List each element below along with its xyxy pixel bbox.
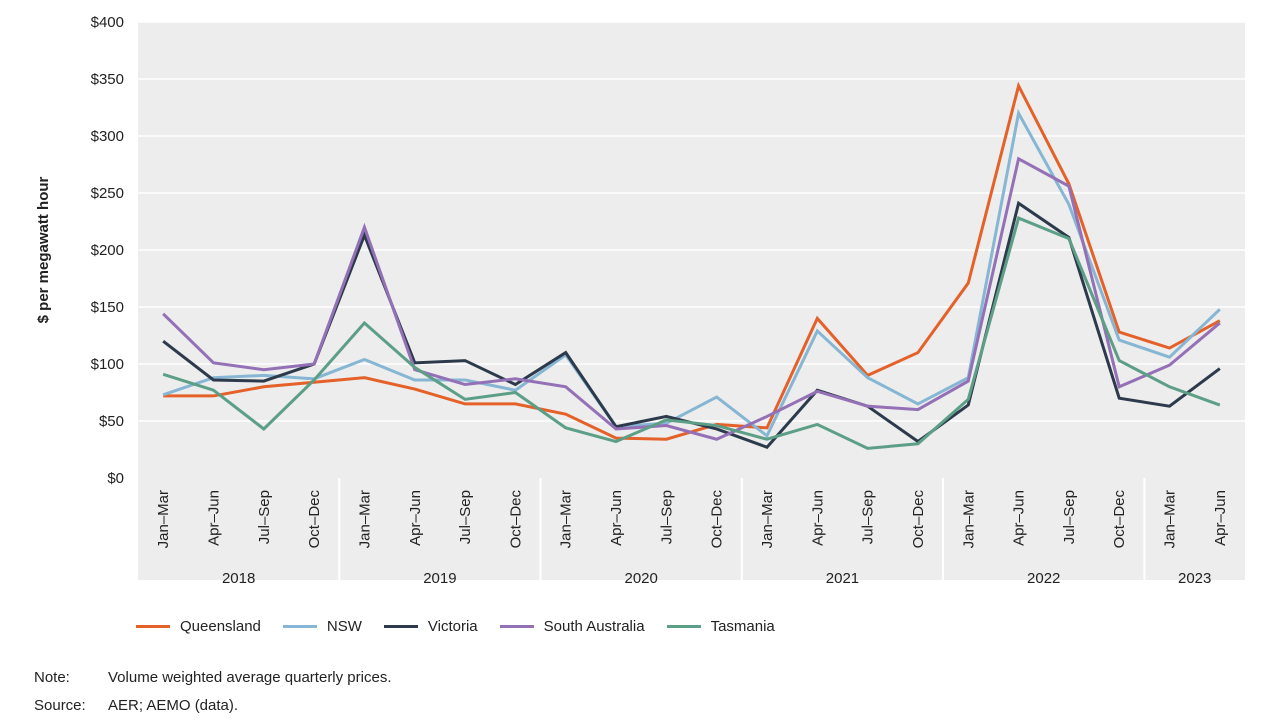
source-text: AER; AEMO (data). bbox=[108, 697, 239, 714]
category-axis-band bbox=[138, 478, 1245, 580]
x-tick-label: Apr–Jun bbox=[205, 490, 222, 546]
year-label: 2019 bbox=[423, 570, 456, 587]
x-tick-label: Jul–Sep bbox=[658, 490, 675, 544]
year-label: 2022 bbox=[1027, 570, 1060, 587]
year-label: 2021 bbox=[826, 570, 859, 587]
series-line-tasmania bbox=[162, 216, 1221, 450]
source-label: Source: bbox=[34, 697, 86, 714]
x-tick-label: Oct–Dec bbox=[1111, 490, 1128, 549]
legend-swatch bbox=[383, 625, 418, 628]
x-tick-label: Jul–Sep bbox=[256, 490, 273, 544]
x-tick-label: Apr–Jun bbox=[1212, 490, 1229, 546]
x-tick-label: Oct–Dec bbox=[306, 490, 323, 549]
legend-item: Tasmania bbox=[666, 618, 775, 635]
x-tick-label: Apr–Jun bbox=[407, 490, 424, 546]
x-tick-label: Jan–Mar bbox=[558, 490, 575, 548]
x-tick-label: Apr–Jun bbox=[809, 490, 826, 546]
x-tick-label: Oct–Dec bbox=[910, 490, 927, 549]
legend-label: Tasmania bbox=[710, 618, 775, 635]
x-tick-label: Jul–Sep bbox=[1061, 490, 1078, 544]
legend-swatch bbox=[666, 625, 701, 628]
year-label: 2018 bbox=[222, 570, 255, 587]
legend-item: NSW bbox=[282, 618, 362, 635]
y-axis-label: $ per megawatt hour bbox=[35, 176, 52, 323]
y-tick-label: $50 bbox=[99, 413, 124, 430]
y-tick-label: $300 bbox=[91, 128, 124, 145]
y-tick-label: $400 bbox=[91, 14, 124, 31]
source: Source: AER; AEMO (data). bbox=[34, 697, 238, 714]
x-tick-label: Jul–Sep bbox=[457, 490, 474, 544]
series-line-south-australia bbox=[162, 156, 1221, 441]
x-tick-label: Oct–Dec bbox=[507, 490, 524, 549]
y-tick-label: $250 bbox=[91, 185, 124, 202]
x-tick-label: Apr–Jun bbox=[1011, 490, 1028, 546]
series-line-nsw bbox=[162, 108, 1221, 439]
x-tick-label: Jan–Mar bbox=[155, 490, 172, 548]
legend-swatch bbox=[136, 625, 170, 628]
legend-swatch bbox=[282, 625, 317, 628]
legend-item: South Australia bbox=[499, 618, 645, 635]
y-tick-label: $200 bbox=[91, 242, 124, 259]
y-tick-label: $350 bbox=[91, 71, 124, 88]
legend-label: NSW bbox=[326, 618, 362, 635]
x-tick-label: Jan–Mar bbox=[1162, 490, 1179, 548]
x-tick-label: Jan–Mar bbox=[759, 490, 776, 548]
note-text: Volume weighted average quarterly prices… bbox=[108, 669, 392, 686]
legend-swatch bbox=[499, 625, 534, 628]
x-tick-label: Oct–Dec bbox=[709, 490, 726, 549]
y-tick-label: $150 bbox=[91, 299, 124, 316]
x-tick-label: Jul–Sep bbox=[860, 490, 877, 544]
legend-label: South Australia bbox=[543, 618, 645, 635]
legend: Queensland NSW Victoria South Australia Tasm… bbox=[136, 618, 797, 635]
x-tick-label: Jan–Mar bbox=[960, 490, 977, 548]
legend-item: Queensland bbox=[136, 618, 261, 635]
legend-label: Queensland bbox=[180, 618, 261, 635]
line-chart: $0 $50 $100 $150 $200 $250 $300 $350 $400 $ per m… bbox=[35, 14, 1245, 587]
note-label: Note: bbox=[34, 669, 70, 686]
x-tick-label: Jan–Mar bbox=[356, 490, 373, 548]
year-label: 2023 bbox=[1178, 570, 1211, 587]
x-tick-label: Apr–Jun bbox=[608, 490, 625, 546]
legend-item: Victoria bbox=[383, 618, 478, 635]
year-label: 2020 bbox=[624, 570, 657, 587]
y-tick-label: $100 bbox=[91, 356, 124, 373]
legend-label: Victoria bbox=[427, 618, 478, 635]
y-tick-label: $0 bbox=[107, 470, 124, 487]
note: Note: Volume weighted average quarterly p… bbox=[34, 669, 392, 686]
